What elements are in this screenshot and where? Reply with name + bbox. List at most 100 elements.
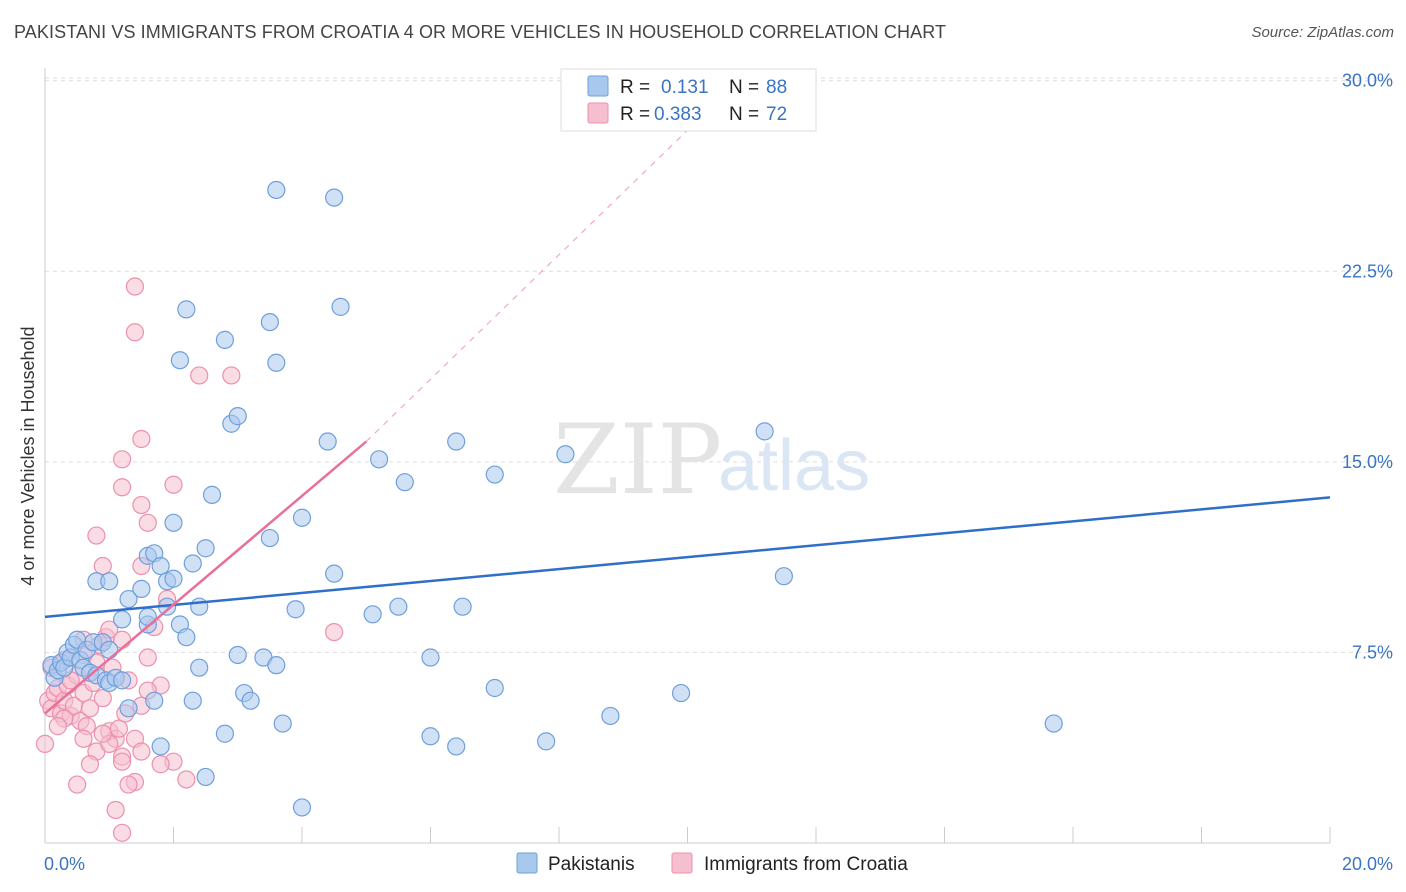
source-label: Source: ZipAtlas.com xyxy=(1251,24,1394,41)
series-pakistani-points xyxy=(42,180,1063,817)
watermark-zip: ZIP xyxy=(553,404,722,516)
legend-r-value-1: 0.131 xyxy=(661,77,709,98)
pakistani-point xyxy=(485,678,504,698)
pakistani-point xyxy=(164,569,183,588)
croatia-point xyxy=(93,689,112,708)
croatia-point xyxy=(112,450,132,469)
y-axis-title: 4 or more Vehicles in Household xyxy=(18,326,38,585)
legend-bottom-label-pakistani: Pakistanis xyxy=(548,854,635,875)
pakistani-point xyxy=(325,564,344,583)
pakistani-point xyxy=(447,737,466,756)
pakistani-point xyxy=(119,589,138,609)
pakistani-point xyxy=(112,671,132,690)
croatia-point xyxy=(106,800,125,820)
pakistani-point xyxy=(183,691,202,710)
pakistani-point xyxy=(537,732,556,751)
pakistani-point xyxy=(196,767,215,787)
legend-bottom: Pakistanis Immigrants from Croatia xyxy=(516,852,908,875)
croatia-point xyxy=(325,622,344,642)
legend-swatch-pakistani xyxy=(587,75,609,97)
pakistani-point xyxy=(177,628,196,647)
pakistani-point xyxy=(286,600,305,619)
croatia-point xyxy=(132,495,151,515)
pakistani-point xyxy=(190,658,209,677)
chart-title: PAKISTANI VS IMMIGRANTS FROM CROATIA 4 O… xyxy=(14,22,947,42)
pakistani-point xyxy=(215,724,234,743)
croatia-point xyxy=(164,475,183,494)
pakistani-point xyxy=(556,445,575,464)
pakistani-point xyxy=(370,450,389,469)
x-tick-label-min: 0.0% xyxy=(44,854,85,874)
pakistani-point xyxy=(228,645,247,665)
pakistani-point xyxy=(260,312,279,332)
pakistani-point xyxy=(267,353,286,372)
pakistani-point xyxy=(100,572,119,591)
pakistani-point xyxy=(755,422,774,441)
croatia-point xyxy=(109,719,128,738)
croatia-point xyxy=(48,717,67,736)
pakistani-point xyxy=(331,297,350,316)
trend-lines xyxy=(44,67,1331,715)
croatia-point xyxy=(74,729,93,748)
legend-top: R = 0.131 N = 88 R = 0.383 N = 72 xyxy=(560,68,817,132)
croatia-point xyxy=(151,755,170,774)
watermark-atlas: atlas xyxy=(718,426,870,506)
pakistani-point xyxy=(151,737,170,756)
pakistani-point xyxy=(202,485,222,504)
legend-swatch-croatia xyxy=(587,102,609,124)
croatia-point xyxy=(93,724,112,743)
pakistani-point xyxy=(119,699,138,718)
y-tick-label: 30.0% xyxy=(1342,71,1393,91)
pakistani-point xyxy=(395,473,414,492)
croatia-point xyxy=(119,775,138,794)
pakistani-point xyxy=(325,188,344,207)
croatia-point xyxy=(68,775,87,794)
pakistani-point xyxy=(260,528,279,548)
pakistani-point xyxy=(1044,714,1063,733)
croatia-point xyxy=(87,526,106,545)
legend-n-value-1: 88 xyxy=(766,77,787,98)
pakistani-point xyxy=(177,300,196,319)
pakistani-point xyxy=(228,407,247,426)
croatia-point xyxy=(35,734,55,754)
legend-r-label-2: R = xyxy=(620,104,650,125)
pakistani-point xyxy=(145,691,164,710)
pakistani-point xyxy=(389,597,408,616)
y-tick-labels: 7.5% 15.0% 22.5% 30.0% xyxy=(1342,71,1393,663)
pakistani-point xyxy=(671,683,691,703)
croatia-point xyxy=(125,277,145,296)
croatia-point xyxy=(138,513,157,532)
legend-bottom-swatch-croatia xyxy=(671,852,693,874)
pakistani-point xyxy=(318,432,337,451)
legend-n-label-1: N = xyxy=(729,77,759,98)
pakistani-point xyxy=(196,539,215,558)
pakistani-point xyxy=(267,656,286,675)
pakistani-point xyxy=(241,691,260,710)
y-tick-label: 7.5% xyxy=(1352,642,1393,662)
legend-r-value-2: 0.383 xyxy=(654,104,702,125)
pakistani-point xyxy=(183,554,202,573)
pakistani-point xyxy=(100,640,119,659)
pakistani-point xyxy=(267,180,286,200)
x-tick-label-max: 20.0% xyxy=(1342,854,1393,874)
pakistani-point xyxy=(132,579,151,599)
croatia-point xyxy=(93,556,112,576)
croatia-point xyxy=(190,366,209,385)
croatia-point xyxy=(80,699,100,718)
y-tick-label: 22.5% xyxy=(1342,261,1393,281)
pakistani-point xyxy=(447,432,466,451)
y-tick-label: 15.0% xyxy=(1342,452,1393,472)
pakistani-point xyxy=(292,798,312,817)
croatia-point xyxy=(222,366,241,385)
pakistani-point xyxy=(421,727,440,746)
pakistani-point xyxy=(363,605,382,624)
pakistani-point xyxy=(170,351,190,370)
croatia-point xyxy=(177,770,196,789)
grid-lines xyxy=(45,77,1392,653)
pakistani-point xyxy=(485,465,504,484)
croatia-point xyxy=(112,478,132,497)
legend-n-label-2: N = xyxy=(729,104,759,125)
trend-line-croatia xyxy=(44,440,368,715)
croatia-point xyxy=(112,823,132,842)
legend-n-value-2: 72 xyxy=(766,104,787,125)
